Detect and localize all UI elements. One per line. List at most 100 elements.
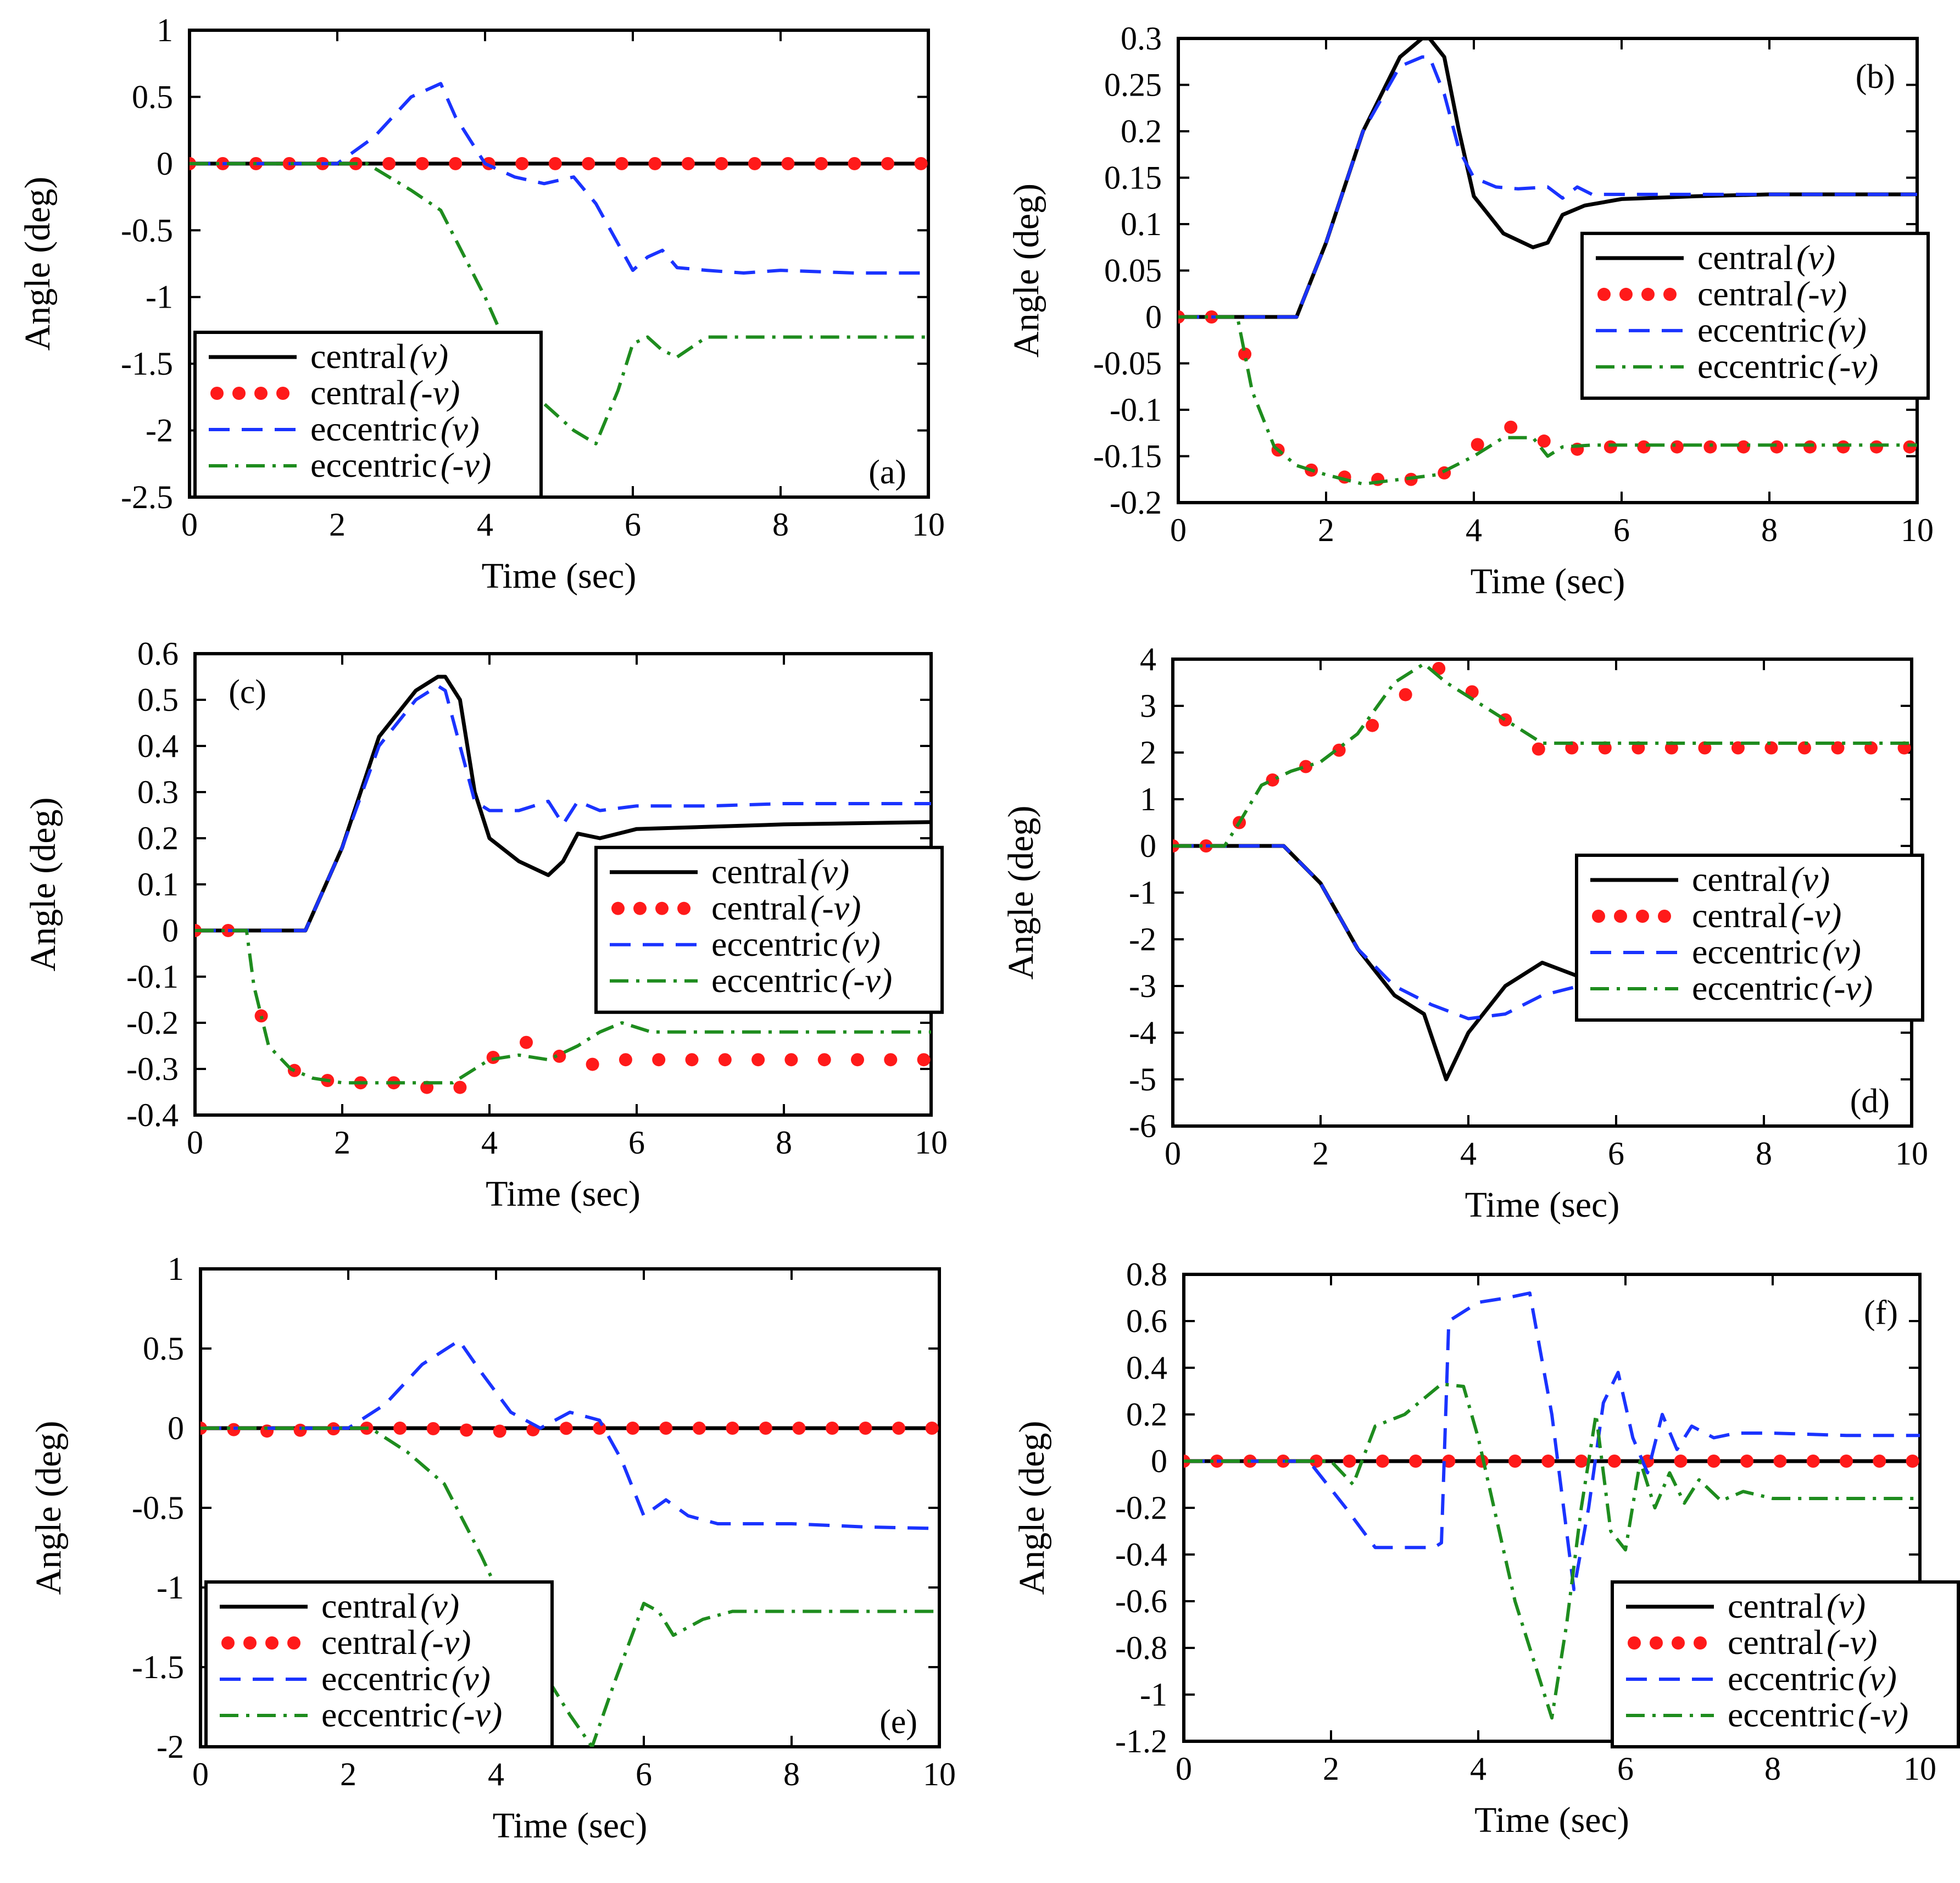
y-tick-label: 0.4 bbox=[137, 728, 179, 764]
panel-label: (b) bbox=[1856, 58, 1895, 96]
legend: central(v)central(-v)eccentric(v)eccentr… bbox=[1575, 854, 1924, 1022]
series-central-neg-v-point bbox=[648, 157, 662, 170]
legend-box bbox=[1611, 1580, 1960, 1748]
y-tick-label: -1 bbox=[1140, 1676, 1167, 1713]
legend-entry-variable: (-v) bbox=[1791, 896, 1841, 935]
y-tick-label: 0.2 bbox=[1126, 1396, 1167, 1433]
series-central-neg-v-point bbox=[1637, 440, 1651, 454]
y-tick-label: 0.05 bbox=[1104, 253, 1162, 289]
legend-entry-variable: (-v) bbox=[409, 373, 460, 412]
legend-entry-variable: (v) bbox=[452, 1659, 491, 1698]
legend-swatch bbox=[1641, 287, 1655, 301]
legend-entry-name: eccentric bbox=[321, 1659, 448, 1698]
legend-entry-variable: (v) bbox=[441, 409, 480, 448]
legend-swatch bbox=[677, 901, 691, 915]
legend-entry-variable: (v) bbox=[1822, 932, 1861, 971]
legend-entry-label: central(-v) bbox=[321, 1623, 471, 1662]
legend-entry-name: central bbox=[321, 1586, 417, 1625]
y-tick-label: -2 bbox=[1129, 921, 1156, 957]
series-central-neg-v-point bbox=[781, 157, 795, 170]
x-axis-label: Time (sec) bbox=[486, 1174, 641, 1214]
legend-entry-name: eccentric bbox=[1728, 1659, 1855, 1698]
legend-entry-name: central bbox=[1697, 274, 1793, 313]
legend-entry-name: eccentric bbox=[1697, 347, 1824, 386]
legend-entry-name: central bbox=[1692, 896, 1788, 935]
series-central-neg-v-point bbox=[817, 1053, 831, 1067]
series-central-neg-v-point bbox=[1670, 440, 1684, 454]
legend-swatch bbox=[633, 901, 647, 915]
legend-entry-label: central(v) bbox=[310, 337, 448, 376]
series-group bbox=[1184, 1291, 1920, 1720]
series-central-neg-v-point bbox=[382, 157, 396, 170]
y-tick-label: 0.5 bbox=[132, 79, 173, 115]
series-central-neg-v-point bbox=[260, 1424, 274, 1438]
series-central-neg-v-point bbox=[293, 1423, 307, 1437]
legend-swatch bbox=[1658, 910, 1671, 923]
series-eccentric-v-line bbox=[1184, 1291, 1920, 1591]
series-central-neg-v-point bbox=[1238, 347, 1252, 361]
y-tick-label: -0.4 bbox=[1115, 1536, 1167, 1573]
x-tick-label: 10 bbox=[1903, 1751, 1936, 1787]
legend-swatch bbox=[1663, 287, 1677, 301]
y-tick-label: 3 bbox=[1140, 688, 1156, 724]
x-tick-label: 6 bbox=[625, 506, 641, 543]
series-eccentric-neg-v-line bbox=[190, 161, 928, 445]
legend-entry-label: central(-v) bbox=[711, 888, 861, 927]
series-eccentric-v-line bbox=[1178, 55, 1917, 319]
legend-entry-variable: (v) bbox=[1796, 238, 1835, 277]
y-tick-label: 1 bbox=[168, 1251, 184, 1287]
series-central-neg-v-point bbox=[715, 157, 728, 170]
y-tick-label: 0.3 bbox=[1121, 20, 1162, 57]
series-eccentric-neg-v-line bbox=[1178, 315, 1917, 486]
legend-entry-label: eccentric(v) bbox=[1697, 310, 1867, 349]
series-central-neg-v-point bbox=[1703, 440, 1717, 454]
series-central-v-line bbox=[195, 675, 931, 933]
series-central-neg-v-point bbox=[925, 1422, 939, 1435]
y-tick-label: -2 bbox=[157, 1729, 184, 1765]
series-central-neg-v-point bbox=[559, 1422, 573, 1435]
series-central-neg-v-point bbox=[652, 1053, 666, 1067]
series-central-neg-v-point bbox=[254, 1009, 268, 1023]
legend-entry-label: central(v) bbox=[1697, 238, 1835, 277]
y-tick-label: -0.05 bbox=[1093, 346, 1162, 382]
y-tick-label: -1 bbox=[146, 279, 173, 315]
legend-entry-variable: (-v) bbox=[1796, 274, 1847, 313]
legend-entry-name: eccentric bbox=[1692, 932, 1819, 971]
x-tick-label: 0 bbox=[1165, 1135, 1181, 1172]
series-central-neg-v-point bbox=[748, 157, 761, 170]
y-tick-label: -1.5 bbox=[121, 346, 173, 382]
series-central-neg-v-point bbox=[1806, 1455, 1820, 1468]
series-central-neg-v-point bbox=[1740, 1455, 1754, 1468]
series-central-neg-v-point bbox=[751, 1053, 765, 1067]
series-central-neg-v-point bbox=[784, 1053, 798, 1067]
series-central-neg-v-point bbox=[1603, 440, 1617, 454]
series-central-neg-v-point bbox=[1376, 1455, 1389, 1468]
legend: central(v)central(-v)eccentric(v)eccentr… bbox=[594, 845, 944, 1014]
series-eccentric-neg-v-line bbox=[201, 1427, 939, 1747]
legend-swatch bbox=[254, 387, 268, 400]
series-central-neg-v-point bbox=[792, 1422, 806, 1435]
x-tick-label: 2 bbox=[1312, 1135, 1329, 1172]
y-tick-label: -0.1 bbox=[1110, 392, 1162, 428]
x-tick-label: 2 bbox=[1323, 1751, 1339, 1787]
legend-entry-variable: (-v) bbox=[842, 961, 892, 1000]
legend-entry-variable: (v) bbox=[1791, 860, 1830, 899]
y-axis-label: Angle (deg) bbox=[18, 176, 58, 350]
x-axis-label: Time (sec) bbox=[493, 1806, 648, 1846]
series-central-neg-v-point bbox=[393, 1422, 407, 1435]
y-tick-label: 0.1 bbox=[1121, 206, 1162, 242]
legend-entry-variable: (v) bbox=[420, 1586, 459, 1625]
x-tick-label: 6 bbox=[636, 1756, 652, 1792]
y-tick-label: 0.6 bbox=[1126, 1303, 1167, 1339]
x-tick-label: 10 bbox=[1901, 512, 1934, 548]
series-group bbox=[190, 82, 928, 445]
series-central-neg-v-point bbox=[1903, 440, 1917, 454]
series-central-neg-v-point bbox=[453, 1080, 467, 1094]
plot-frame bbox=[188, 29, 930, 499]
x-tick-label: 0 bbox=[192, 1756, 209, 1792]
panel-label: (d) bbox=[1850, 1083, 1890, 1120]
series-central-neg-v-point bbox=[1266, 773, 1279, 787]
x-tick-label: 4 bbox=[488, 1756, 504, 1792]
y-tick-label: -1 bbox=[157, 1569, 184, 1606]
series-central-neg-v-point bbox=[1310, 1455, 1323, 1468]
